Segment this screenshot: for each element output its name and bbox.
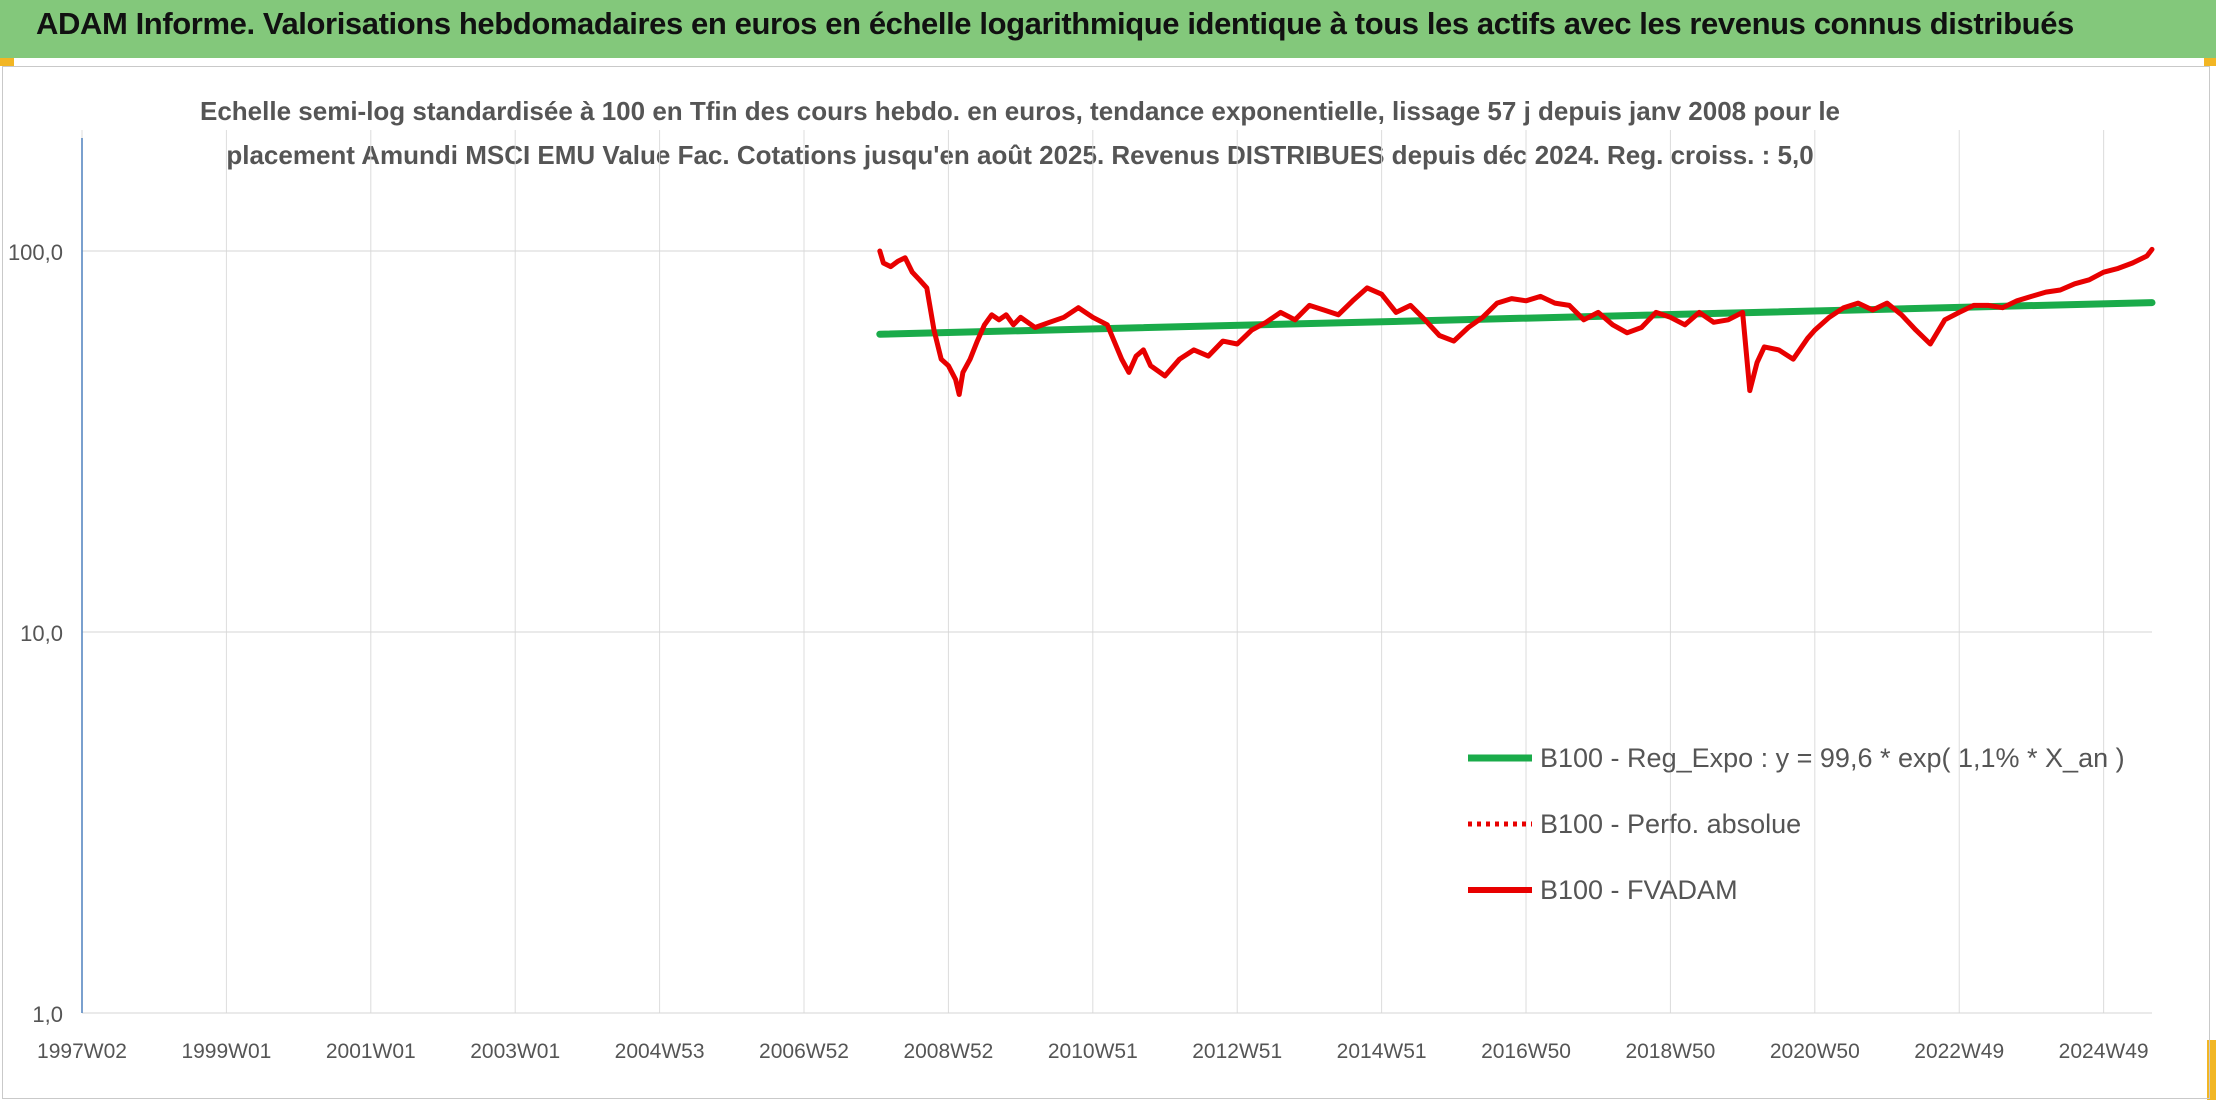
series-lines <box>876 246 2156 397</box>
x-tick-label: 1999W01 <box>181 1040 271 1063</box>
legend-label: B100 - FVADAM <box>1540 875 1738 905</box>
chart-title-line-1: Echelle semi-log standardisée à 100 en T… <box>200 96 1841 126</box>
y-tick-label: 10,0 <box>20 621 63 646</box>
x-tick-label: 2012W51 <box>1192 1040 1282 1063</box>
x-tick-label: 2020W50 <box>1770 1040 1860 1063</box>
x-tick-label: 1997W02 <box>37 1040 127 1063</box>
x-tick-label: 2024W49 <box>2059 1040 2149 1063</box>
x-tick-label: 2016W50 <box>1481 1040 1571 1063</box>
x-tick-label: 2022W49 <box>1914 1040 2004 1063</box>
header-banner: ADAM Informe. Valorisations hebdomadaire… <box>0 0 2216 58</box>
vertical-gridlines <box>81 130 2105 1013</box>
y-tick-label: 1,0 <box>32 1002 63 1027</box>
x-tick-label: 2008W52 <box>903 1040 993 1063</box>
y-tick-label: 100,0 <box>8 240 63 265</box>
x-tick-label: 2010W51 <box>1048 1040 1138 1063</box>
x-tick-labels: 1997W02 1999W01 2001W01 2003W01 2004W53 2006W… <box>37 1040 2149 1063</box>
banner-title: ADAM Informe. Valorisations hebdomadaire… <box>36 6 2074 41</box>
horizontal-gridlines <box>82 250 2152 1014</box>
x-tick-label: 2018W50 <box>1625 1040 1715 1063</box>
corner-accent-right <box>2204 58 2216 66</box>
chart-frame <box>2 66 2210 1099</box>
legend-label: B100 - Perfo. absolue <box>1540 809 1801 839</box>
x-tick-label: 2001W01 <box>326 1040 416 1063</box>
corner-accent-left <box>0 58 14 66</box>
corner-accent-bottom-right <box>2207 1040 2216 1100</box>
chart-title-line-2: placement Amundi MSCI EMU Value Fac. Cot… <box>226 140 1814 170</box>
series-line-0 <box>876 299 2156 338</box>
x-tick-label: 2004W53 <box>615 1040 705 1063</box>
legend: B100 - Reg_Expo : y = 99,6 * exp( 1,1% *… <box>1468 743 2125 905</box>
legend-label: B100 - Reg_Expo : y = 99,6 * exp( 1,1% *… <box>1540 743 2125 773</box>
y-tick-labels: 1,0 10,0 100,0 <box>8 240 63 1027</box>
x-tick-label: 2003W01 <box>470 1040 560 1063</box>
x-tick-label: 2014W51 <box>1337 1040 1427 1063</box>
series-line-2 <box>877 246 2155 397</box>
x-tick-label: 2006W52 <box>759 1040 849 1063</box>
